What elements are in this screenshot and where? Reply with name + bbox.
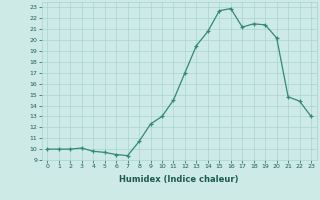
X-axis label: Humidex (Indice chaleur): Humidex (Indice chaleur) (119, 175, 239, 184)
